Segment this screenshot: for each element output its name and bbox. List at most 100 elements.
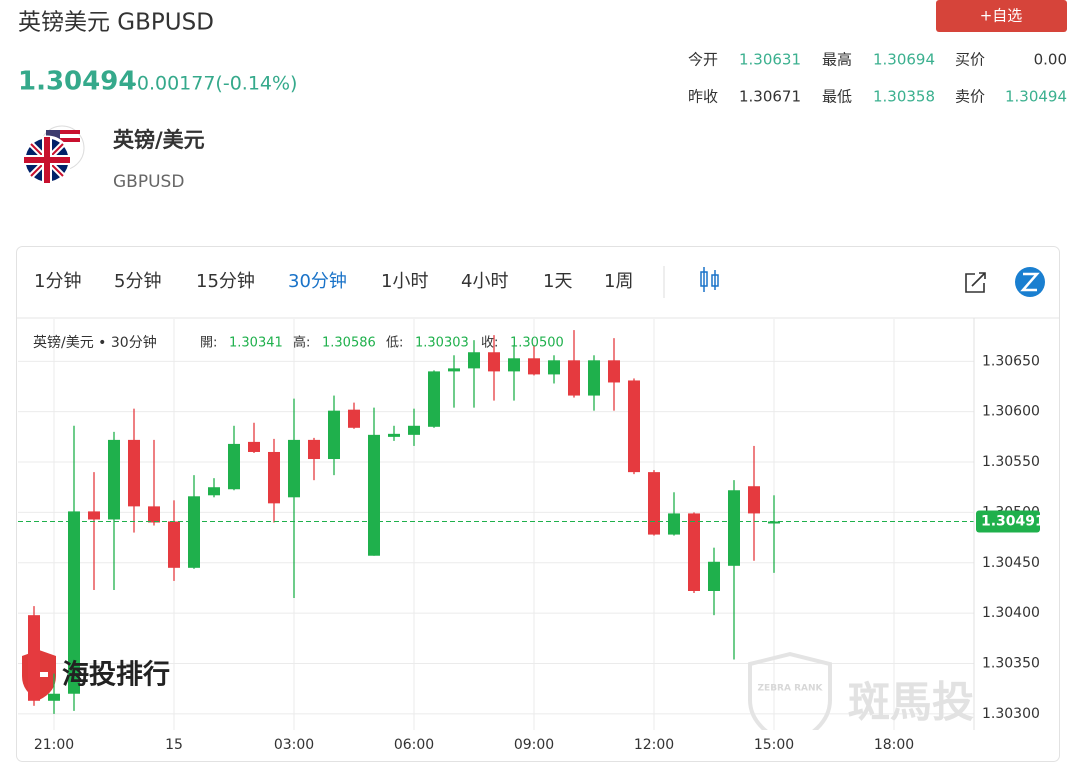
ohlc-label: 收: xyxy=(481,336,498,351)
timeframe-tab[interactable]: 1周 xyxy=(604,271,633,292)
stat-label: 今开 xyxy=(688,51,718,69)
timeframe-tab[interactable]: 1分钟 xyxy=(34,271,81,292)
candle-body xyxy=(468,352,480,369)
ohlc-label: 低: xyxy=(386,336,403,351)
last-price-tag xyxy=(976,510,1040,533)
candle-body xyxy=(748,486,760,514)
stat-value: 1.30631 xyxy=(739,51,801,69)
add-watchlist-label[interactable]: +自选 xyxy=(980,7,1023,25)
stat-value: 1.30671 xyxy=(739,88,801,106)
y-tick-label: 1.30300 xyxy=(982,706,1040,722)
timeframe-tab[interactable]: 5分钟 xyxy=(114,271,161,292)
x-tick-label: 15:00 xyxy=(754,737,794,753)
y-tick-label: 1.30650 xyxy=(982,353,1040,369)
stat-label: 昨收 xyxy=(688,88,718,106)
candle-body xyxy=(288,439,300,498)
x-tick-label: 12:00 xyxy=(634,737,674,753)
last-price-label: 1.30491 xyxy=(981,513,1045,529)
indicator-icon[interactable] xyxy=(700,267,719,292)
x-tick-label: 21:00 xyxy=(34,737,74,753)
timeframe-tab[interactable]: 30分钟 xyxy=(288,271,347,292)
candle-body xyxy=(588,360,600,396)
x-tick-label: 06:00 xyxy=(394,737,434,753)
page-title: 英镑美元 GBPUSD xyxy=(18,10,214,36)
stat-label: 最低 xyxy=(822,88,852,106)
ohlc-value: 1.30586 xyxy=(322,336,376,351)
y-tick-label: 1.30350 xyxy=(982,656,1040,672)
candle-body xyxy=(768,521,780,524)
candle-body xyxy=(388,433,400,437)
candle-body xyxy=(648,472,660,535)
ohlc-value: 1.30303 xyxy=(415,336,469,351)
candle-body xyxy=(348,409,360,428)
stat-label: 卖价 xyxy=(955,88,985,106)
candle-body xyxy=(548,360,560,375)
stat-label: 最高 xyxy=(822,51,852,69)
candle-body xyxy=(308,439,320,460)
timeframe-tab[interactable]: 1天 xyxy=(543,271,572,292)
candle-body xyxy=(568,360,580,396)
legend-title: 英镑/美元 • 30分钟 xyxy=(33,334,157,351)
watermark-text: 海投排行 xyxy=(62,659,170,691)
candle-body xyxy=(228,443,240,490)
candle-body xyxy=(708,561,720,591)
y-tick-label: 1.30550 xyxy=(982,454,1040,470)
stat-value: 1.30694 xyxy=(873,51,935,69)
candle-body xyxy=(328,410,340,460)
candle-body xyxy=(368,434,380,556)
logo-glyph xyxy=(1020,272,1040,292)
candle-body xyxy=(608,360,620,383)
candle-body xyxy=(668,513,680,535)
plot-area: ZEBRA RANK 斑馬投訴 xyxy=(18,319,1016,730)
candle-body xyxy=(688,513,700,591)
add-watchlist-button[interactable] xyxy=(936,0,1067,32)
candle-body xyxy=(88,511,100,520)
candle-body xyxy=(528,358,540,375)
candle-body xyxy=(428,371,440,427)
stat-value: 0.00 xyxy=(1034,51,1067,69)
y-tick-label: 1.30400 xyxy=(982,605,1040,621)
candle-body xyxy=(728,490,740,566)
stat-value: 1.30358 xyxy=(873,88,935,106)
share-icon[interactable] xyxy=(965,272,986,293)
ohlc-value: 1.30500 xyxy=(510,336,564,351)
candle-body xyxy=(208,487,220,496)
chart-panel xyxy=(16,246,1060,762)
timeframe-tab[interactable]: 4小时 xyxy=(461,271,508,292)
y-tick-label: 1.30450 xyxy=(982,555,1040,571)
candle-body xyxy=(168,521,180,568)
candle-body xyxy=(68,511,80,694)
x-tick-label: 03:00 xyxy=(274,737,314,753)
watermark-text: 斑馬投訴 xyxy=(848,678,1016,727)
ohlc-label: 高: xyxy=(293,335,310,351)
x-tick-label: 15 xyxy=(165,737,183,753)
candle-body xyxy=(268,451,280,504)
candle-body xyxy=(488,352,500,372)
candle-body xyxy=(128,439,140,507)
candle-body xyxy=(408,425,420,435)
candle-body xyxy=(508,358,520,372)
stat-value: 1.30494 xyxy=(1005,88,1067,106)
price: 1.30494 xyxy=(18,67,136,97)
stat-label: 买价 xyxy=(955,51,985,69)
instrument-name: 英镑/美元 xyxy=(113,128,205,152)
timeframe-tab[interactable]: 15分钟 xyxy=(196,271,255,292)
timeframe-tab[interactable]: 1小时 xyxy=(381,271,428,292)
candle-body xyxy=(248,441,260,452)
candle-body xyxy=(28,615,40,701)
candle-body xyxy=(188,496,200,568)
candle-body xyxy=(108,439,120,520)
y-tick-label: 1.30600 xyxy=(982,404,1040,420)
candle-body xyxy=(48,693,60,701)
x-tick-label: 18:00 xyxy=(874,737,914,753)
candle-body xyxy=(448,368,460,372)
watermark-shield xyxy=(748,651,832,730)
ohlc-value: 1.30341 xyxy=(229,336,283,351)
candle-body xyxy=(148,506,160,523)
watermark-text: ZEBRA RANK xyxy=(758,684,824,694)
price-change: -0.00177(-0.14%) xyxy=(130,73,297,95)
instrument-code: GBPUSD xyxy=(113,172,184,192)
ohlc-label: 開: xyxy=(200,336,217,351)
